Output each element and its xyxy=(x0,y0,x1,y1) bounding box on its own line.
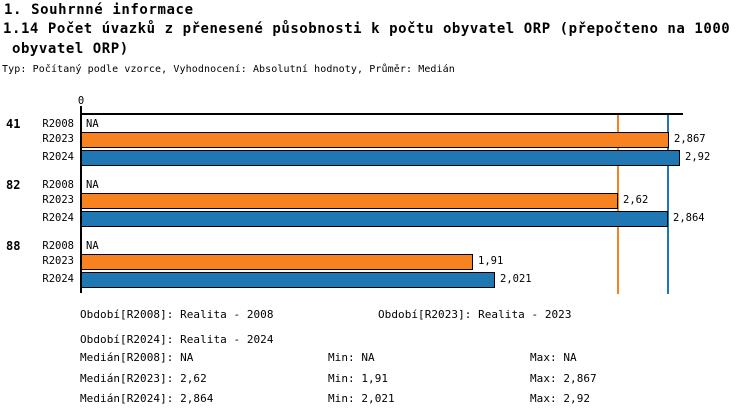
legend-min-r2023: Min: 1,91 xyxy=(328,372,389,385)
bar-value-label: 2,864 xyxy=(673,212,705,224)
bar-value-label: 1,91 xyxy=(478,255,504,267)
bar-value-label: 2,92 xyxy=(685,151,711,163)
bar-R2023 xyxy=(81,132,669,148)
legend-median-r2024: Medián[R2024]: 2,864 xyxy=(80,392,214,405)
x-axis-top-line xyxy=(81,113,683,115)
series-row-label: R2023 xyxy=(42,255,74,267)
series-row-label: R2023 xyxy=(42,133,74,145)
axis-origin-label: 0 xyxy=(77,95,85,107)
legend-max-r2008: Max: NA xyxy=(530,351,577,364)
bar-R2023 xyxy=(81,254,473,270)
series-row-label: R2024 xyxy=(42,273,74,285)
median-reference-line-R2023 xyxy=(617,115,619,294)
chart-title-line1: 1.14 Počet úvazků z přenesené působnosti… xyxy=(3,21,731,37)
median-reference-line-R2024 xyxy=(667,115,669,294)
na-value: NA xyxy=(86,179,99,191)
series-row-label: R2024 xyxy=(42,212,74,224)
series-row-label: R2008 xyxy=(42,179,74,191)
legend-max-r2024: Max: 2,92 xyxy=(530,392,591,405)
bar-value-label: 2,867 xyxy=(674,133,706,145)
y-axis-line xyxy=(80,106,82,293)
na-value: NA xyxy=(86,240,99,252)
chart-subtitle: Typ: Počítaný podle vzorce, Vyhodnocení:… xyxy=(2,64,455,75)
legend-period-r2024: Období[R2024]: Realita - 2024 xyxy=(80,333,274,346)
legend-median-r2008: Medián[R2008]: NA xyxy=(80,351,194,364)
legend-period-r2023: Období[R2023]: Realita - 2023 xyxy=(378,308,572,321)
bar-R2024 xyxy=(81,211,668,227)
series-row-label: R2024 xyxy=(42,151,74,163)
legend-min-r2008: Min: NA xyxy=(328,351,375,364)
bar-R2023 xyxy=(81,193,618,209)
legend-period-r2008: Období[R2008]: Realita - 2008 xyxy=(80,308,274,321)
series-row-label: R2008 xyxy=(42,118,74,130)
group-label: 88 xyxy=(6,239,21,253)
section-title: 1. Souhrnné informace xyxy=(4,2,194,18)
group-label: 41 xyxy=(6,117,21,131)
bar-R2024 xyxy=(81,150,680,166)
legend-median-r2023: Medián[R2023]: 2,62 xyxy=(80,372,207,385)
bar-value-label: 2,021 xyxy=(500,273,532,285)
bar-R2024 xyxy=(81,272,495,288)
series-row-label: R2023 xyxy=(42,194,74,206)
chart-title-line2: obyvatel ORP) xyxy=(3,41,129,57)
legend-min-r2024: Min: 2,021 xyxy=(328,392,395,405)
legend-max-r2023: Max: 2,867 xyxy=(530,372,597,385)
na-value: NA xyxy=(86,118,99,130)
bar-value-label: 2,62 xyxy=(623,194,649,206)
group-label: 82 xyxy=(6,178,21,192)
series-row-label: R2008 xyxy=(42,240,74,252)
